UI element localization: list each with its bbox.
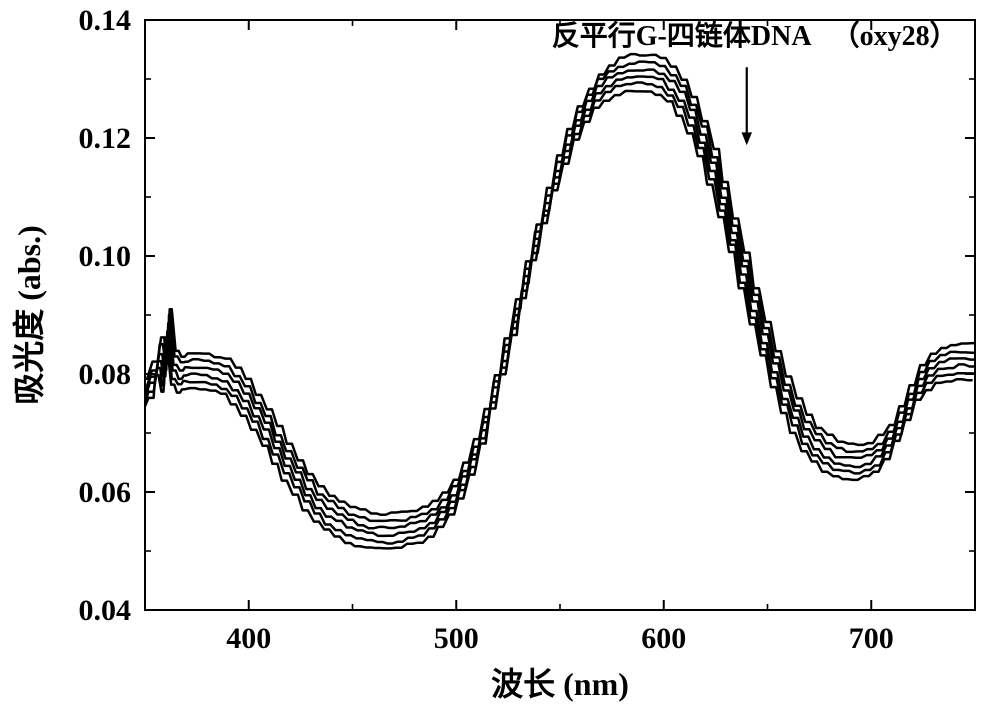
y-tick-label: 0.12: [79, 122, 132, 155]
x-tick-label: 700: [849, 622, 894, 655]
y-axis-title: 吸光度 (abs.): [11, 225, 47, 405]
x-tick-label: 500: [434, 622, 479, 655]
y-tick-label: 0.06: [79, 476, 132, 509]
absorbance-spectrum-chart: 400 500 600 700 0.04 0.06 0.08 0.10 0.12 0.14 波长 (…: [0, 0, 1000, 720]
x-tick-label: 400: [226, 622, 271, 655]
chart-container: 400 500 600 700 0.04 0.06 0.08 0.10 0.12 0.14 波长 (…: [0, 0, 1000, 720]
y-tick-label: 0.10: [79, 240, 132, 273]
y-tick-label: 0.08: [79, 358, 132, 391]
legend-annotation: 反平行G-四链体DNA（oxy28）: [552, 19, 958, 52]
x-tick-label: 600: [641, 622, 686, 655]
y-tick-label: 0.14: [79, 4, 132, 37]
y-tick-label: 0.04: [79, 594, 132, 627]
x-axis-title: 波长 (nm): [491, 666, 629, 702]
